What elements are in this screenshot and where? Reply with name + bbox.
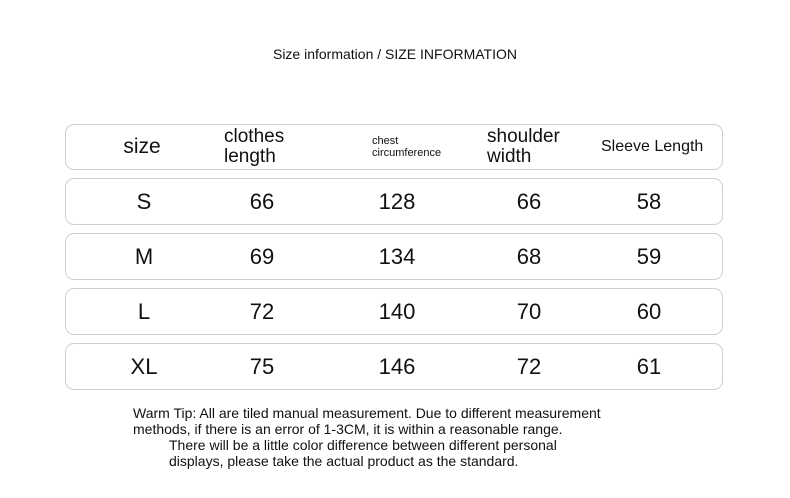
header-clothes-length: clothes length [224,127,284,167]
cell-chest-circumference: 140 [378,298,416,324]
cell-size: S [136,188,152,214]
cell-size: XL [130,353,158,379]
tip-line: displays, please take the actual product… [169,453,519,469]
cell-chest-circumference: 134 [378,243,416,269]
header-line: length [224,146,276,167]
cell-clothes-length: 72 [249,298,275,324]
table-row: S 66 128 66 58 [65,178,723,225]
tip-line: There will be a little color difference … [169,437,557,453]
cell-shoulder-width: 66 [516,188,542,214]
cell-shoulder-width: 68 [516,243,542,269]
cell-clothes-length: 66 [249,188,275,214]
cell-shoulder-width: 72 [516,353,542,379]
cell-clothes-length: 69 [249,243,275,269]
table-header: size clothes length chest circumference … [65,124,723,170]
header-size: size [123,135,161,158]
cell-chest-circumference: 146 [378,353,416,379]
header-shoulder-width: shoulder width [487,127,560,167]
cell-chest-circumference: 128 [378,188,416,214]
header-sleeve-length: Sleeve Length [601,138,704,155]
cell-sleeve-length: 58 [636,188,662,214]
warm-tip: Warm Tip: All are tiled manual measureme… [133,405,601,469]
cell-size: M [134,243,154,269]
page-title: Size information / SIZE INFORMATION [272,46,517,62]
table-row: XL 75 146 72 61 [65,343,723,390]
cell-clothes-length: 75 [249,353,275,379]
header-chest-circumference: chest circumference [372,135,441,159]
table-row: L 72 140 70 60 [65,288,723,335]
header-line: circumference [372,147,442,159]
tip-line: methods, if there is an error of 1-3CM, … [133,421,563,437]
header-line: chest [372,135,399,147]
tip-line: Warm Tip: All are tiled manual measureme… [133,405,601,421]
cell-sleeve-length: 61 [636,353,662,379]
cell-size: L [137,298,151,324]
cell-sleeve-length: 59 [636,243,662,269]
cell-sleeve-length: 60 [636,298,662,324]
cell-shoulder-width: 70 [516,298,542,324]
table-row: M 69 134 68 59 [65,233,723,280]
header-line: width [487,146,532,167]
header-line: clothes [224,126,285,147]
header-line: shoulder [487,126,560,147]
